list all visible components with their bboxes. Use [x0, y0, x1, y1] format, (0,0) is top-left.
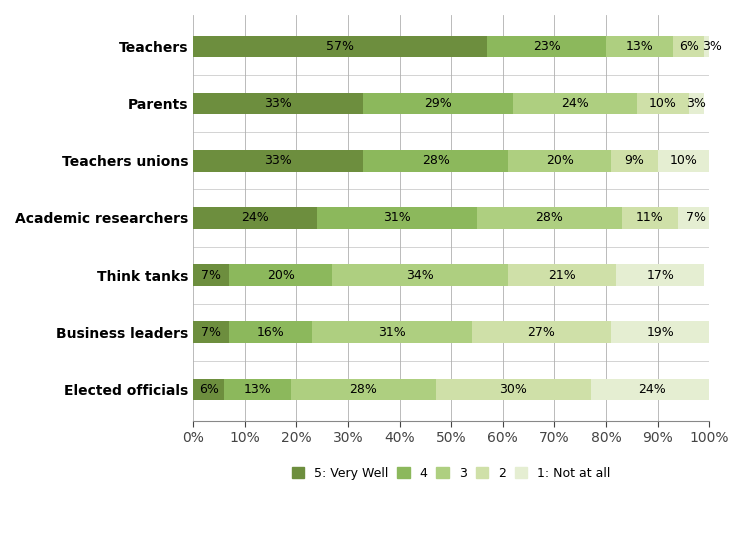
Text: 7%: 7%	[201, 269, 221, 282]
Bar	[193, 35, 487, 57]
Bar	[363, 93, 513, 115]
Text: 28%: 28%	[350, 383, 377, 396]
Bar	[224, 378, 291, 400]
Bar	[513, 93, 637, 115]
Bar	[193, 93, 363, 115]
Text: 23%: 23%	[533, 40, 560, 53]
Text: 29%: 29%	[424, 97, 452, 110]
Bar	[658, 150, 709, 171]
Bar	[606, 35, 673, 57]
Bar	[637, 93, 689, 115]
Text: 6%: 6%	[199, 383, 219, 396]
Bar	[229, 264, 333, 286]
Bar	[591, 378, 714, 400]
Bar	[704, 35, 719, 57]
Text: 24%: 24%	[638, 383, 667, 396]
Bar	[508, 264, 616, 286]
Text: 27%: 27%	[527, 326, 556, 339]
Text: 30%: 30%	[499, 383, 527, 396]
Text: 33%: 33%	[264, 97, 292, 110]
Bar	[689, 93, 704, 115]
Text: 17%: 17%	[647, 269, 674, 282]
Bar	[611, 322, 709, 343]
Text: 19%: 19%	[647, 326, 674, 339]
Bar	[508, 150, 611, 171]
Bar	[472, 322, 611, 343]
Text: 16%: 16%	[257, 326, 284, 339]
Bar	[193, 207, 317, 229]
Bar	[193, 264, 229, 286]
Text: 28%: 28%	[422, 155, 449, 167]
Text: 6%: 6%	[679, 40, 699, 53]
Bar	[193, 150, 363, 171]
Bar	[436, 378, 591, 400]
Bar	[477, 207, 621, 229]
Bar	[616, 264, 704, 286]
Text: 9%: 9%	[624, 155, 644, 167]
Text: 11%: 11%	[636, 211, 664, 224]
Bar	[679, 207, 714, 229]
Text: 24%: 24%	[241, 211, 269, 224]
Text: 24%: 24%	[561, 97, 589, 110]
Bar	[291, 378, 436, 400]
Text: 33%: 33%	[264, 155, 292, 167]
Bar	[193, 378, 224, 400]
Text: 28%: 28%	[536, 211, 563, 224]
Text: 10%: 10%	[649, 97, 677, 110]
Bar	[621, 207, 679, 229]
Bar	[312, 322, 472, 343]
Text: 20%: 20%	[545, 155, 574, 167]
Text: 34%: 34%	[406, 269, 434, 282]
Text: 20%: 20%	[267, 269, 295, 282]
Text: 13%: 13%	[244, 383, 272, 396]
Text: 21%: 21%	[548, 269, 576, 282]
Text: 13%: 13%	[626, 40, 653, 53]
Text: 3%: 3%	[687, 97, 706, 110]
Bar	[333, 264, 508, 286]
Bar	[673, 35, 704, 57]
Bar	[611, 150, 658, 171]
Bar	[317, 207, 477, 229]
Text: 10%: 10%	[670, 155, 697, 167]
Bar	[193, 322, 229, 343]
Text: 3%: 3%	[702, 40, 722, 53]
Text: 31%: 31%	[383, 211, 411, 224]
Bar	[363, 150, 508, 171]
Legend: 5: Very Well, 4, 3, 2, 1: Not at all: 5: Very Well, 4, 3, 2, 1: Not at all	[292, 466, 611, 479]
Text: 7%: 7%	[201, 326, 221, 339]
Text: 57%: 57%	[326, 40, 354, 53]
Text: 31%: 31%	[378, 326, 405, 339]
Bar	[229, 322, 312, 343]
Bar	[487, 35, 606, 57]
Text: 7%: 7%	[687, 211, 706, 224]
